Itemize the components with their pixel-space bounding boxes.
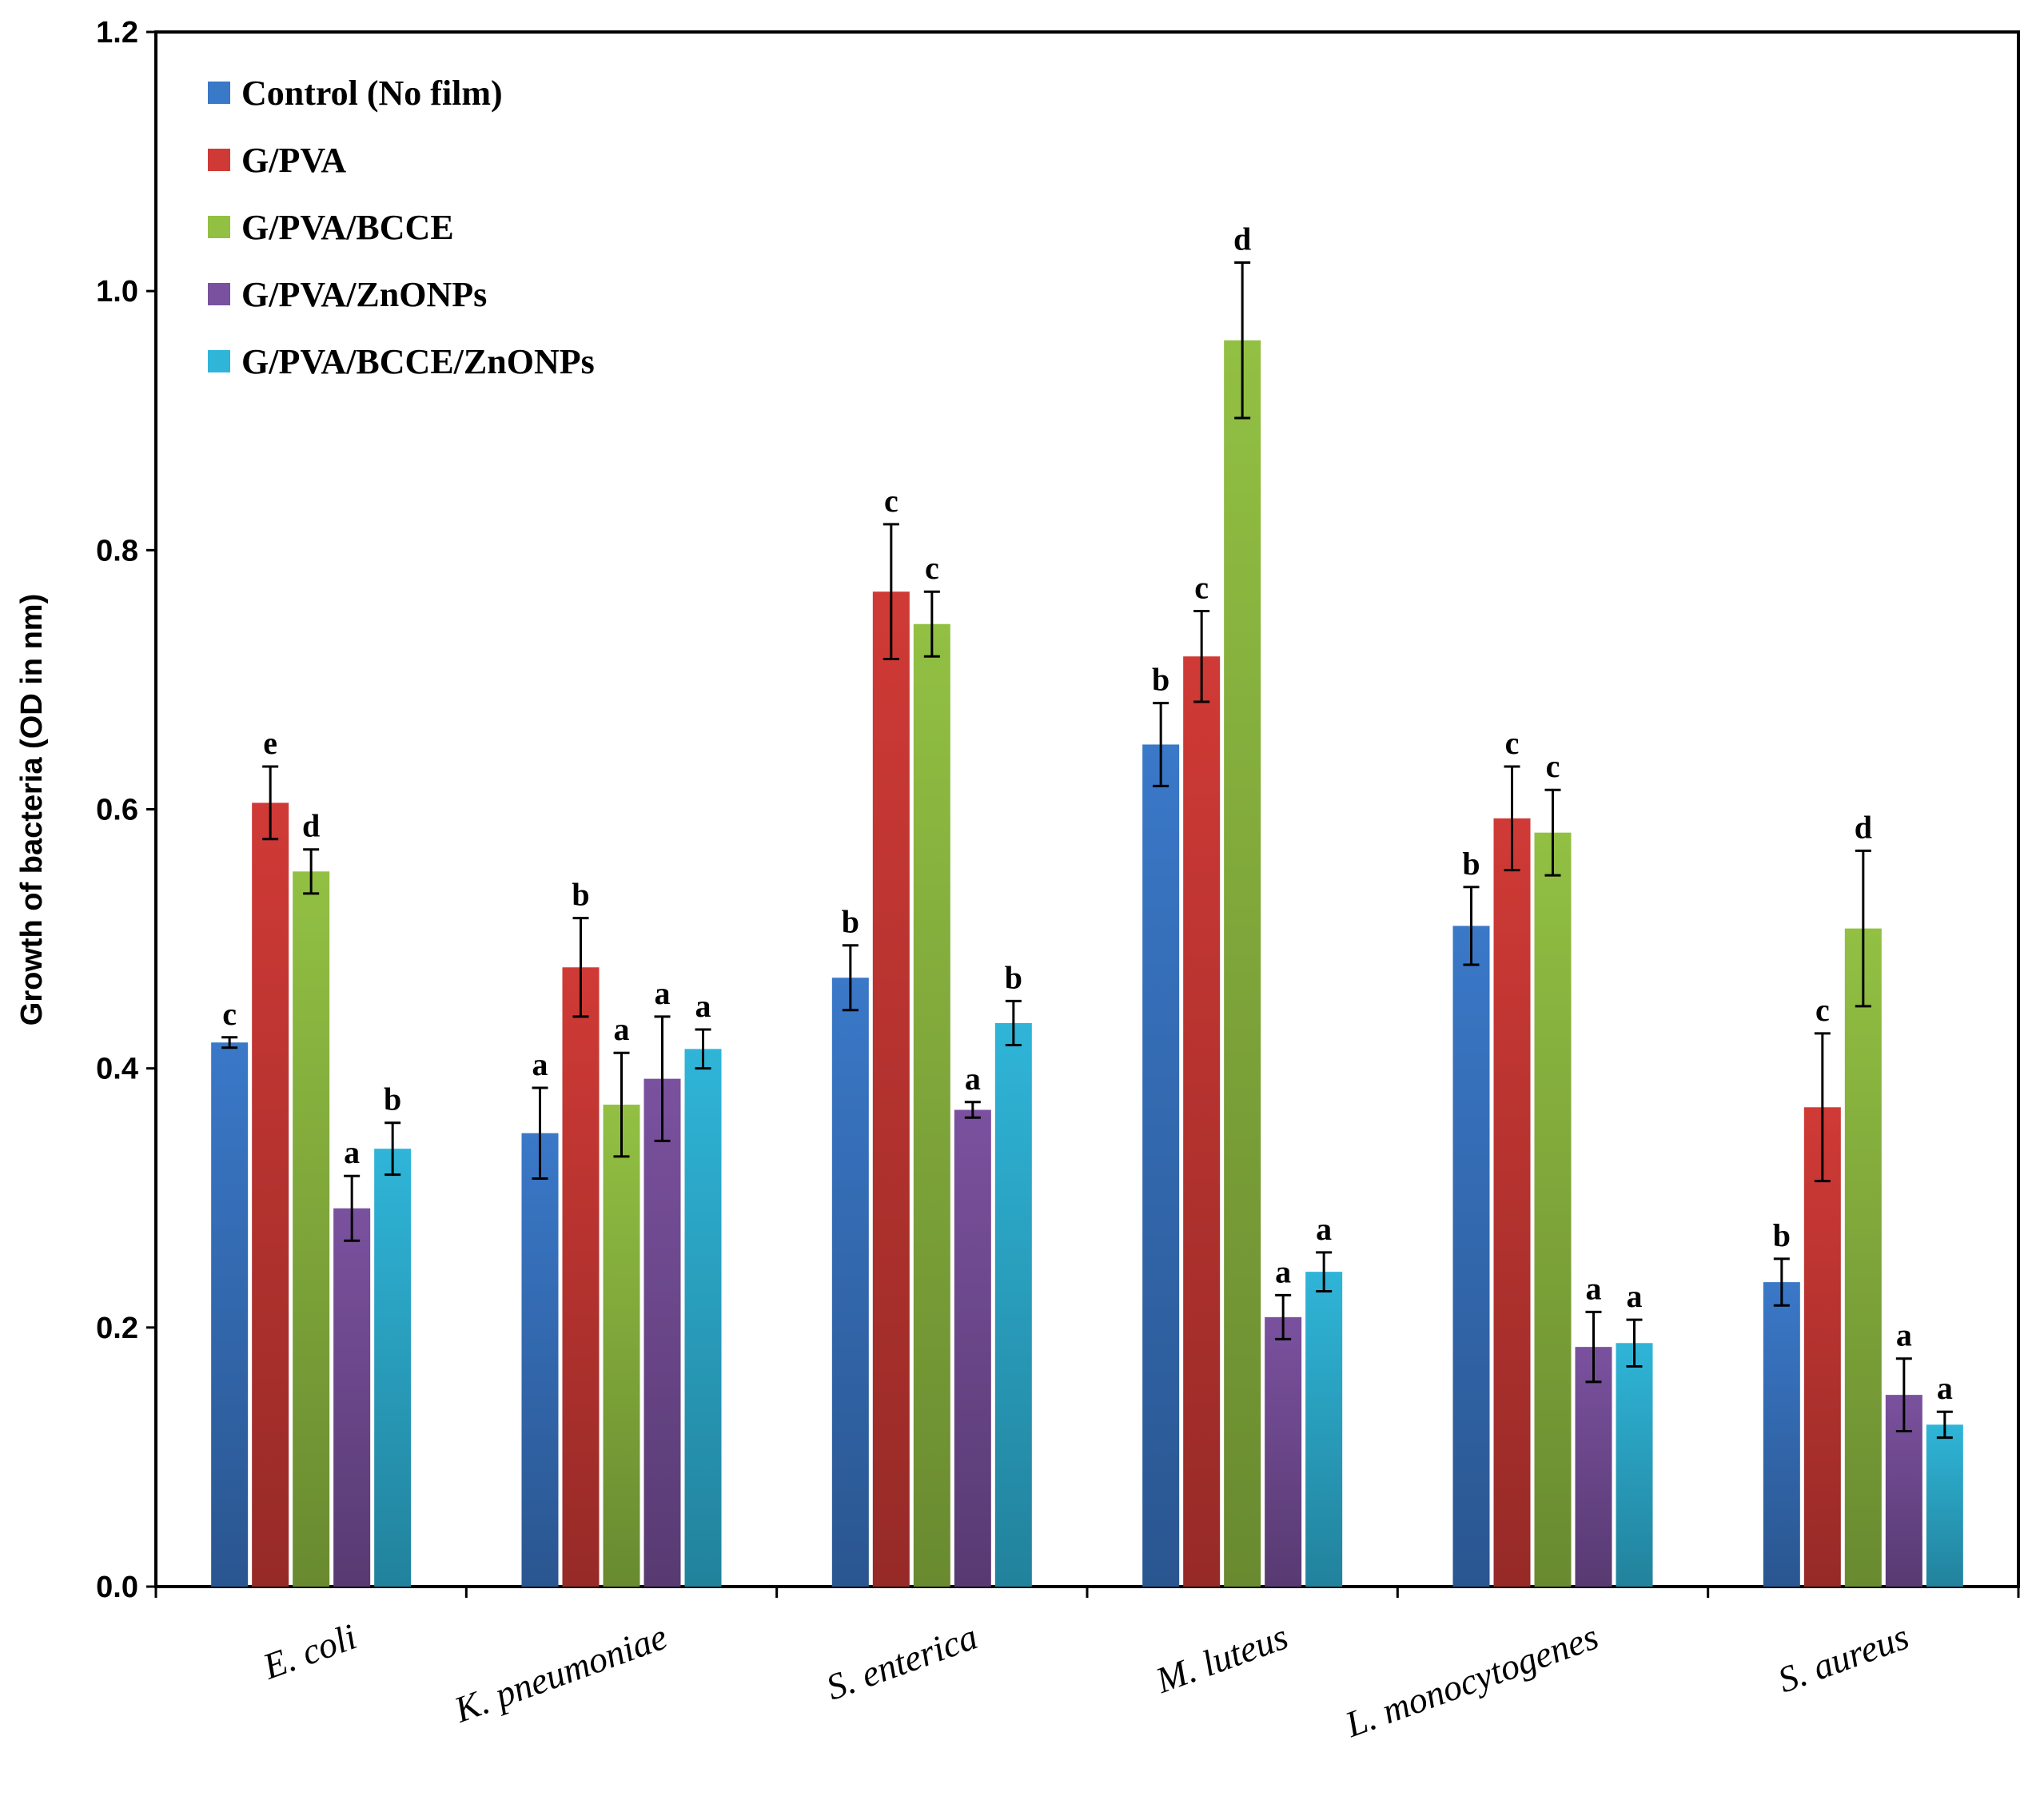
x-category-label: K. pneumoniae [448,1615,672,1730]
significance-label: c [1546,748,1560,784]
y-axis: 0.0 0.2 0.4 0.6 0.8 1.0 1.2 [96,16,157,1604]
x-category-label: E. coli [257,1615,361,1687]
bar [643,1078,681,1587]
bar [1224,340,1261,1587]
legend-swatch [208,283,230,305]
bar [1844,928,1882,1587]
y-tick-label: 0.6 [96,794,138,827]
significance-label: b [1152,662,1169,698]
significance-label: a [1937,1370,1953,1406]
bar [1616,1343,1653,1587]
x-category-label: S. aureus [1773,1615,1914,1700]
significance-label: a [1275,1253,1291,1289]
significance-label: c [1505,725,1520,761]
bar [1534,832,1572,1587]
bar [1575,1347,1612,1587]
bar [1452,926,1490,1587]
x-axis: E. coli K. pneumoniae S. enterica M. luteus… [154,1585,2020,1745]
significance-label: a [614,1011,630,1047]
x-category-label: S. enterica [821,1615,982,1707]
plot-frame [154,30,2020,1588]
bar [603,1105,640,1587]
bar [562,967,600,1587]
significance-label: a [344,1134,360,1170]
bar [1763,1282,1800,1587]
legend: Control (No film) G/PVA G/PVA/BCCE G/PVA/Zn… [208,74,595,381]
legend-label: G/PVA/BCCE [241,208,454,247]
significance-label: c [884,483,898,519]
bar [211,1042,249,1587]
significance-label: d [1233,221,1251,257]
bar [521,1133,559,1587]
significance-label: b [1462,846,1480,882]
legend-swatch [208,149,230,171]
significance-label: a [965,1061,981,1097]
y-tick-label: 0.0 [96,1571,138,1604]
y-tick-label: 0.4 [96,1053,138,1086]
bar [333,1208,371,1587]
bar [913,623,950,1587]
legend-swatch [208,216,230,238]
significance-label: b [572,877,589,913]
bar [684,1049,722,1587]
legend-label: G/PVA/ZnONPs [241,275,487,314]
significance-label: a [1627,1278,1643,1314]
significance-label: a [1896,1317,1912,1353]
significance-label: b [384,1081,401,1117]
legend-label: Control (No film) [241,74,503,113]
bar [1803,1107,1841,1587]
bar [1183,656,1221,1587]
significance-label: e [263,725,277,761]
significance-label: d [1855,809,1872,845]
y-tick-label: 1.0 [96,275,138,309]
significance-label: c [222,996,237,1032]
y-tick-label: 0.2 [96,1312,138,1345]
significance-label: a [695,988,711,1024]
bar [252,802,289,1587]
significance-label: c [1815,992,1830,1028]
y-tick-label: 0.8 [96,534,138,568]
y-tick-label: 1.2 [96,16,138,50]
significance-label: c [1194,570,1209,606]
legend-swatch [208,350,230,372]
significance-label: a [655,975,671,1011]
bar [374,1149,412,1587]
bar [293,871,330,1587]
significance-label: a [532,1046,548,1082]
legend-swatch [208,82,230,104]
bar [831,978,869,1587]
significance-label: b [1005,959,1022,995]
bar [1926,1424,1963,1587]
bar [994,1022,1032,1587]
bar [872,591,910,1587]
significance-label: b [1773,1217,1791,1253]
significance-label: a [1586,1270,1602,1306]
x-category-label: L. monocytogenes [1339,1615,1604,1745]
legend-label: G/PVA/BCCE/ZnONPs [241,342,595,381]
significance-label: d [302,808,320,844]
significance-label: c [925,550,939,586]
bar [1265,1316,1302,1587]
significance-label: a [1316,1211,1332,1247]
bar [954,1109,991,1587]
bar [1142,744,1180,1587]
legend-label: G/PVA [241,141,346,180]
y-axis-label: Growth of bacteria (OD in nm) [15,594,49,1025]
bar [1493,818,1531,1587]
significance-label: b [842,904,859,940]
x-category-label: M. luteus [1149,1615,1293,1701]
bar [1305,1272,1343,1587]
